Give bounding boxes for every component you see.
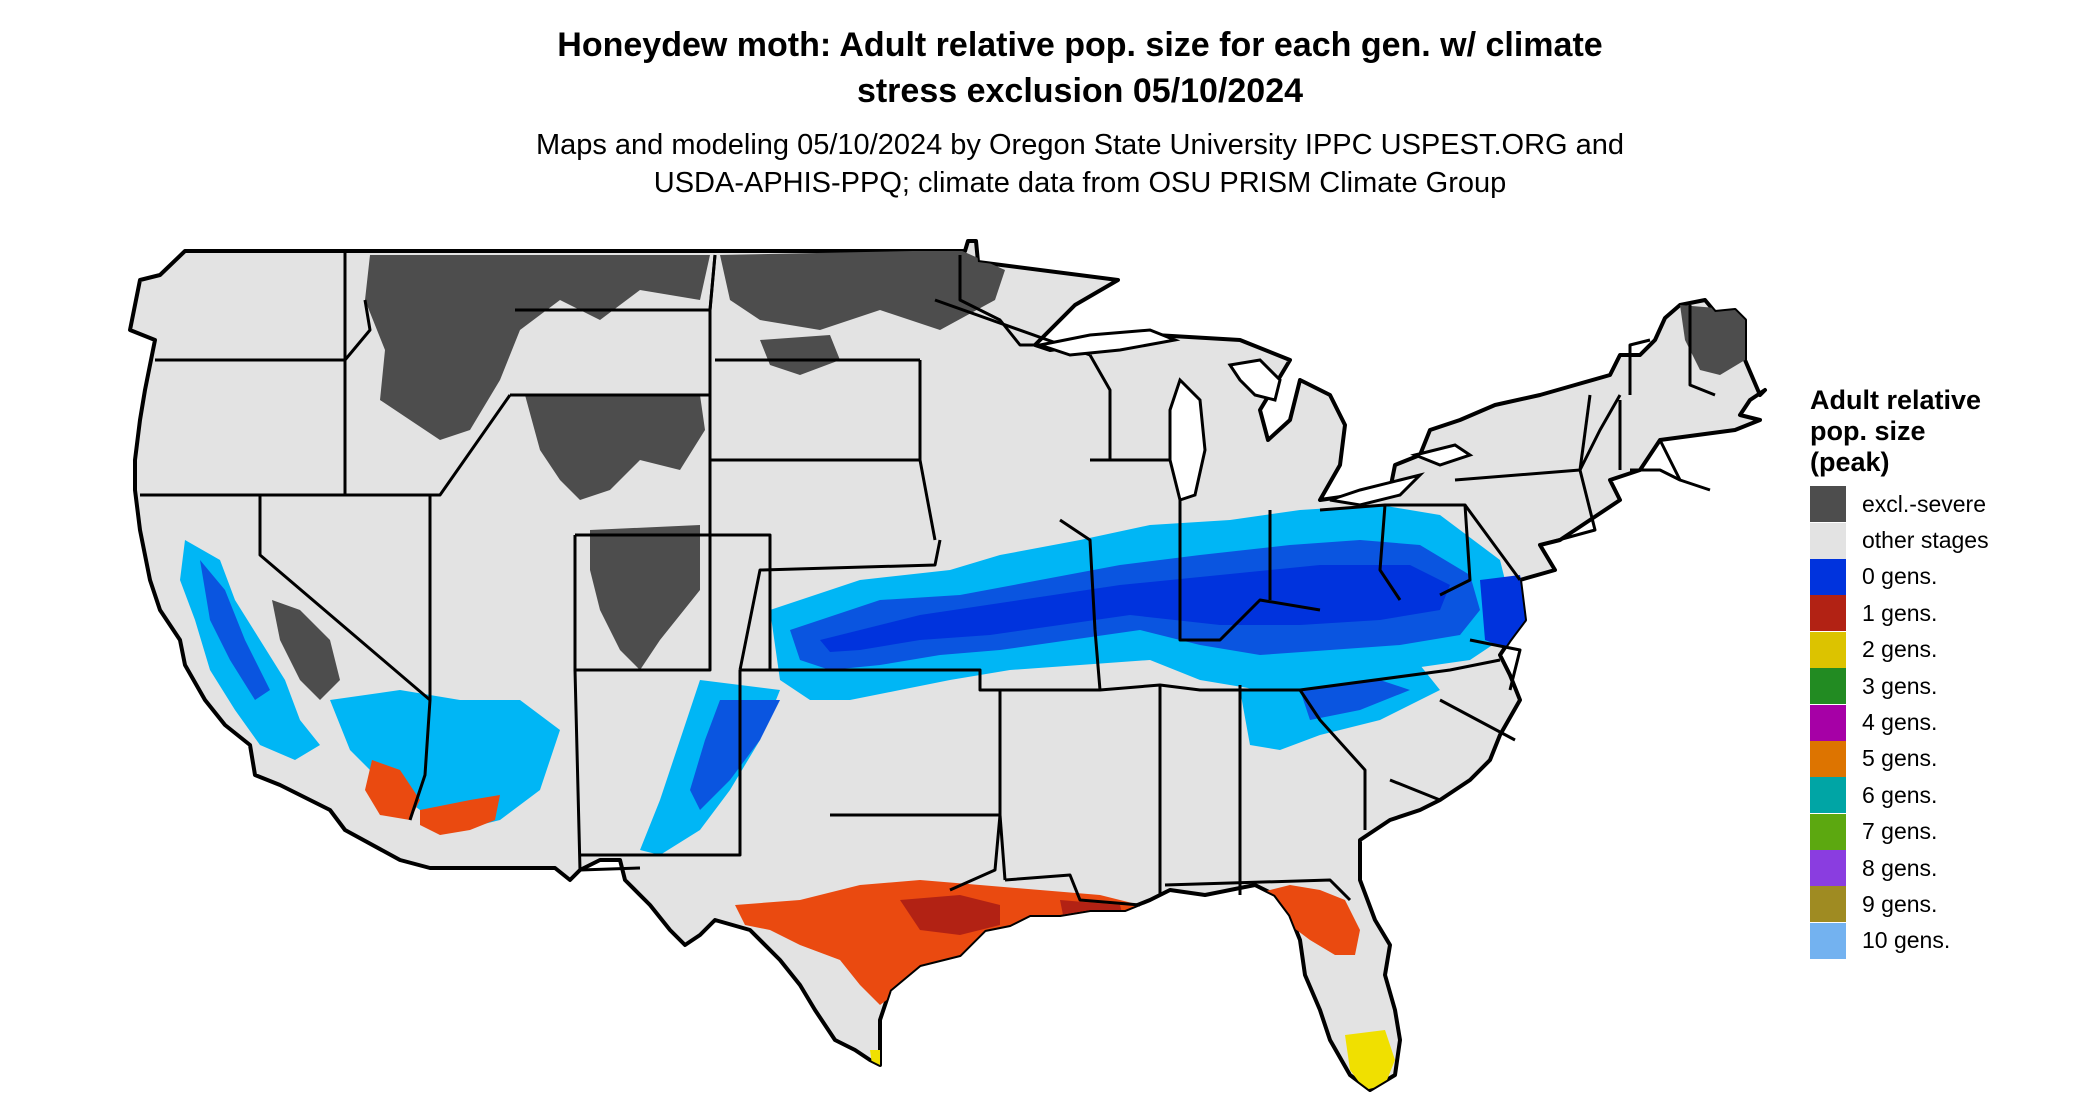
legend-label: 6 gens. bbox=[1862, 781, 1938, 808]
legend-item: other stages bbox=[1810, 522, 2080, 559]
legend-item: 9 gens. bbox=[1810, 886, 2080, 923]
map-subtitle-line-2: USDA-APHIS-PPQ; climate data from OSU PR… bbox=[653, 167, 1507, 199]
legend-item: 0 gens. bbox=[1810, 558, 2080, 595]
map-subtitle-line-1: Maps and modeling 05/10/2024 by Oregon S… bbox=[535, 129, 1625, 161]
legend-swatch bbox=[1810, 850, 1846, 887]
zone-excl-severe bbox=[272, 250, 1750, 700]
legend-label: 9 gens. bbox=[1862, 890, 1938, 917]
legend-item: 1 gens. bbox=[1810, 595, 2080, 632]
legend-label: other stages bbox=[1862, 527, 1989, 554]
legend-rows: excl.-severe other stages 0 gens. 1 gens. 2 … bbox=[1810, 486, 2080, 959]
legend-item: excl.-severe bbox=[1810, 486, 2080, 523]
legend-item: 7 gens. bbox=[1810, 813, 2080, 850]
legend-swatch bbox=[1810, 777, 1846, 814]
legend-swatch bbox=[1810, 704, 1846, 741]
legend-label: 5 gens. bbox=[1862, 745, 1938, 772]
legend-label: 10 gens. bbox=[1862, 927, 1951, 954]
map-title: Honeydew moth: Adult relative pop. size … bbox=[270, 22, 1890, 114]
legend-label: 0 gens. bbox=[1862, 563, 1938, 590]
legend-item: 8 gens. bbox=[1810, 850, 2080, 887]
legend-item: 6 gens. bbox=[1810, 777, 2080, 814]
legend-swatch bbox=[1810, 886, 1846, 923]
map-legend: Adult relative pop. size (peak) excl.-se… bbox=[1810, 385, 2080, 959]
great-lakes bbox=[1034, 328, 1474, 507]
legend-swatch bbox=[1810, 740, 1846, 777]
legend-swatch bbox=[1810, 522, 1846, 559]
state-boundaries bbox=[140, 250, 1716, 907]
legend-item: 2 gens. bbox=[1810, 631, 2080, 668]
legend-item: 4 gens. bbox=[1810, 704, 2080, 741]
legend-label: 8 gens. bbox=[1862, 854, 1938, 881]
legend-item: 5 gens. bbox=[1810, 740, 2080, 777]
map-title-line-2: stress exclusion 05/10/2024 bbox=[856, 72, 1304, 110]
legend-swatch bbox=[1810, 813, 1846, 850]
legend-label: excl.-severe bbox=[1862, 490, 1986, 517]
legend-item: 3 gens. bbox=[1810, 668, 2080, 705]
map-title-line-1: Honeydew moth: Adult relative pop. size … bbox=[557, 26, 1603, 64]
legend-item: 10 gens. bbox=[1810, 922, 2080, 959]
legend-title-line-2: pop. size bbox=[1810, 416, 1926, 446]
legend-swatch bbox=[1810, 558, 1846, 595]
legend-label: 4 gens. bbox=[1862, 709, 1938, 736]
legend-swatch bbox=[1810, 922, 1846, 959]
legend-title-line-3: (peak) bbox=[1810, 447, 1890, 477]
legend-label: 2 gens. bbox=[1862, 636, 1938, 663]
legend-swatch bbox=[1810, 595, 1846, 632]
legend-label: 1 gens. bbox=[1862, 599, 1938, 626]
legend-swatch bbox=[1810, 668, 1846, 705]
legend-swatch bbox=[1810, 486, 1846, 523]
legend-label: 3 gens. bbox=[1862, 672, 1938, 699]
legend-swatch bbox=[1810, 631, 1846, 668]
zone-2-gens bbox=[870, 1030, 1395, 1090]
legend-title: Adult relative pop. size (peak) bbox=[1810, 385, 2080, 478]
legend-label: 7 gens. bbox=[1862, 818, 1938, 845]
legend-title-line-1: Adult relative bbox=[1810, 385, 1982, 415]
map-subtitle: Maps and modeling 05/10/2024 by Oregon S… bbox=[270, 126, 1890, 202]
